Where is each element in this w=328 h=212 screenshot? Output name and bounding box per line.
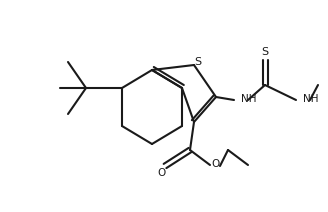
Text: S: S: [195, 57, 202, 67]
Text: O: O: [157, 168, 165, 178]
Text: O: O: [211, 159, 219, 169]
Text: S: S: [261, 47, 269, 57]
Text: NH: NH: [303, 94, 318, 104]
Text: NH: NH: [241, 94, 256, 104]
